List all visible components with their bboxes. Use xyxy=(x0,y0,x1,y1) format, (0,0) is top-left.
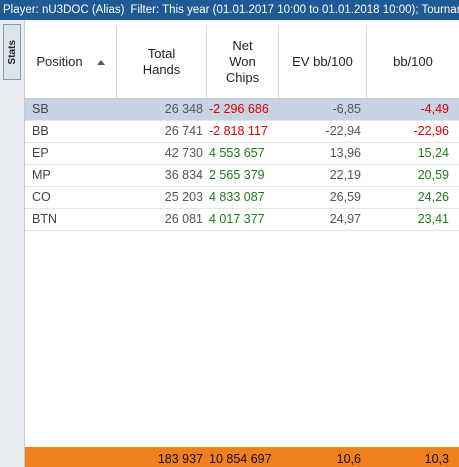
left-side-panel: Stats xyxy=(0,20,25,467)
table-row[interactable]: CO 25 203 4 833 087 26,59 24,26 xyxy=(25,187,459,209)
total-hands: 183 937 xyxy=(157,452,203,466)
cell-position: BTN xyxy=(32,212,57,226)
filter-label: Filter: This year (01.01.2017 10:00 to 0… xyxy=(130,4,459,16)
table-row[interactable]: MP 36 834 2 565 379 22,19 20,59 xyxy=(25,165,459,187)
cell-position: CO xyxy=(32,190,51,204)
cell-net-won-chips: -2 818 117 xyxy=(209,124,268,138)
totals-row: 183 937 10 854 697 10,6 10,3 xyxy=(25,447,459,467)
stats-tab-label: Stats xyxy=(6,39,18,65)
cell-net-won-chips: 4 833 087 xyxy=(209,190,265,204)
column-header-bb100[interactable]: bb/100 xyxy=(367,26,459,98)
cell-ev-bb100: 13,96 xyxy=(329,146,361,160)
total-bb100: 10,3 xyxy=(424,452,449,466)
cell-bb100: 15,24 xyxy=(417,146,449,160)
stats-side-tab[interactable]: Stats xyxy=(3,24,21,80)
column-header-label: Position xyxy=(36,54,83,69)
table-row[interactable]: BB 26 741 -2 818 117 -22,94 -22,96 xyxy=(25,121,459,143)
cell-bb100: -22,96 xyxy=(413,124,449,138)
grid-header: Position Total Hands Net Won Chips EV bb… xyxy=(25,26,459,99)
cell-total-hands: 26 081 xyxy=(164,212,203,226)
cell-total-hands: 25 203 xyxy=(164,190,203,204)
column-header-net-won-chips[interactable]: Net Won Chips xyxy=(207,26,279,98)
column-header-ev-bb100[interactable]: EV bb/100 xyxy=(279,26,367,98)
player-label: Player: nU3DOC (Alias) xyxy=(3,4,125,16)
cell-net-won-chips: 4 553 657 xyxy=(209,146,265,160)
cell-total-hands: 26 348 xyxy=(164,102,203,116)
table-row[interactable]: SB 26 348 -2 296 686 -6,85 -4,49 xyxy=(25,99,459,121)
cell-position: SB xyxy=(32,102,49,116)
cell-ev-bb100: 24,97 xyxy=(329,212,361,226)
cell-bb100: 23,41 xyxy=(417,212,449,226)
total-ev-bb100: 10,6 xyxy=(336,452,361,466)
cell-position: BB xyxy=(32,124,49,138)
column-header-label: Net Won Chips xyxy=(225,38,260,85)
cell-ev-bb100: -6,85 xyxy=(332,102,362,116)
cell-net-won-chips: -2 296 686 xyxy=(209,102,269,116)
cell-ev-bb100: 22,19 xyxy=(329,168,361,182)
cell-position: MP xyxy=(32,168,51,182)
cell-bb100: -4,49 xyxy=(420,102,450,116)
cell-net-won-chips: 2 565 379 xyxy=(209,168,265,182)
cell-total-hands: 26 741 xyxy=(164,124,203,138)
cell-total-hands: 36 834 xyxy=(164,168,203,182)
cell-bb100: 24,26 xyxy=(417,190,449,204)
cell-ev-bb100: -22,94 xyxy=(325,124,361,138)
cell-bb100: 20,59 xyxy=(417,168,449,182)
sort-ascending-icon xyxy=(96,59,105,65)
cell-ev-bb100: 26,59 xyxy=(329,190,361,204)
cell-total-hands: 42 730 xyxy=(164,146,203,160)
table-row[interactable]: EP 42 730 4 553 657 13,96 15,24 xyxy=(25,143,459,165)
cell-position: EP xyxy=(32,146,49,160)
total-net-won-chips: 10 854 697 xyxy=(209,452,272,466)
column-header-label: bb/100 xyxy=(393,54,433,69)
column-header-total-hands[interactable]: Total Hands xyxy=(117,26,207,98)
column-header-position[interactable]: Position xyxy=(25,26,117,98)
table-row[interactable]: BTN 26 081 4 017 377 24,97 23,41 xyxy=(25,209,459,231)
column-header-label: EV bb/100 xyxy=(292,54,353,69)
column-header-label: Total Hands xyxy=(142,46,181,77)
cell-net-won-chips: 4 017 377 xyxy=(209,212,265,226)
stats-grid: Position Total Hands Net Won Chips EV bb… xyxy=(25,20,459,467)
title-bar: Player: nU3DOC (Alias) Filter: This year … xyxy=(0,0,459,20)
